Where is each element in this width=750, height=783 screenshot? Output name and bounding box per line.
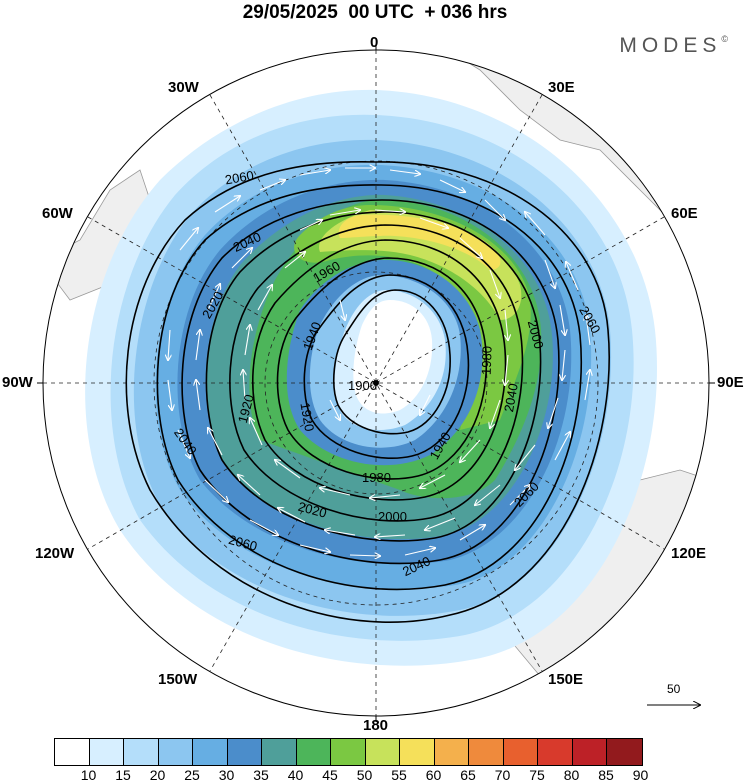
brand-logo: MODES©: [619, 34, 728, 58]
contour-1920: [303, 274, 470, 460]
contour-2040: [156, 184, 582, 591]
contour-label: 2060: [227, 532, 259, 554]
colorbar-swatch: [365, 739, 400, 765]
colorbar-tick-label: 70: [494, 767, 511, 783]
reference-vector-arrow: [647, 697, 705, 713]
chart-title: 29/05/2025 00 UTC + 036 hrs: [242, 2, 508, 23]
colorbar-tick-label: 85: [598, 767, 614, 783]
colorbar-tick-label: 60: [425, 767, 442, 783]
pole-marker: [373, 380, 379, 386]
colorbar-tick-label: 65: [460, 767, 476, 783]
colorbar-swatch: [469, 739, 504, 765]
contour-label: 1980: [479, 346, 495, 375]
contour-label: 2040: [501, 382, 521, 413]
colorbar-swatch: [434, 739, 469, 765]
wind-vectors: [168, 168, 590, 556]
lon-label-120w: 120W: [35, 545, 75, 562]
colorbar-tick-label: 50: [356, 767, 373, 783]
lon-label-150e: 150E: [548, 671, 584, 688]
shade-60: [338, 214, 501, 270]
contour-label: 2060: [224, 168, 255, 188]
lon-label-60e: 60E: [671, 205, 698, 222]
contour-label: 1920: [297, 401, 317, 432]
lon-label-30w: 30W: [168, 79, 199, 96]
graticule: [43, 50, 709, 716]
colorbar-tick-label: 45: [322, 767, 338, 783]
colorbar-swatch: [55, 739, 90, 765]
colorbar-tick-label: 20: [149, 767, 166, 783]
lon-label-0: 0: [370, 34, 379, 51]
height-contours: [125, 160, 610, 623]
border-ticks: [37, 44, 715, 722]
colorbar-swatch: [158, 739, 193, 765]
contour-2000: [205, 211, 542, 542]
contour-label: 1900: [348, 378, 377, 393]
colorbar-swatch: [400, 739, 435, 765]
colorbar-tick-label: 10: [80, 767, 97, 783]
colorbar-tick-label: 90: [632, 767, 649, 783]
colorbar-swatch: [89, 739, 124, 765]
colorbar-tick-label: 55: [391, 767, 407, 783]
reference-vector-label: 50: [667, 682, 681, 696]
colorbar-tick-label: 30: [218, 767, 235, 783]
lon-label-120e: 120E: [671, 545, 707, 562]
colorbar-swatch: [262, 739, 297, 765]
colorbar-tick-label: 80: [563, 767, 580, 783]
contour-label: 1980: [362, 470, 391, 485]
lon-label-150w: 150W: [158, 671, 198, 688]
colorbar-swatch: [227, 739, 262, 765]
colorbar-swatch: [607, 739, 642, 765]
colorbar: [54, 738, 643, 766]
lon-label-60w: 60W: [42, 205, 73, 222]
contour-label: 2000: [525, 319, 547, 351]
colorbar-tick-label: 15: [115, 767, 131, 783]
contour-1900: [333, 289, 451, 435]
colorbar-swatch: [193, 739, 228, 765]
colorbar-tick-label: 40: [287, 767, 304, 783]
wind-speed-shading: [85, 89, 658, 666]
contour-label: 2020: [297, 499, 329, 521]
colorbar-tick-label: 25: [184, 767, 200, 783]
contour-label: 2000: [378, 509, 407, 524]
colorbar-swatch: [124, 739, 159, 765]
colorbar-tick-label: 35: [253, 767, 269, 783]
colorbar-swatch: [538, 739, 573, 765]
contour-label: 1920: [235, 393, 257, 425]
contour-1980: [229, 224, 524, 522]
lon-label-30e: 30E: [548, 79, 575, 96]
contour-2020: [181, 199, 560, 565]
brand-name: MODES: [619, 34, 722, 57]
colorbar-swatch: [503, 739, 538, 765]
colorbar-swatch: [572, 739, 607, 765]
lon-label-90w: 90W: [2, 374, 33, 391]
lon-label-90e: 90E: [717, 374, 744, 391]
lon-label-180: 180: [363, 717, 389, 734]
colorbar-swatch: [296, 739, 331, 765]
contour-2060: [125, 160, 610, 623]
colorbar-swatch: [331, 739, 366, 765]
colorbar-tick-label: 75: [529, 767, 545, 783]
brand-mark: ©: [721, 34, 728, 44]
contour-1940: [276, 257, 488, 480]
